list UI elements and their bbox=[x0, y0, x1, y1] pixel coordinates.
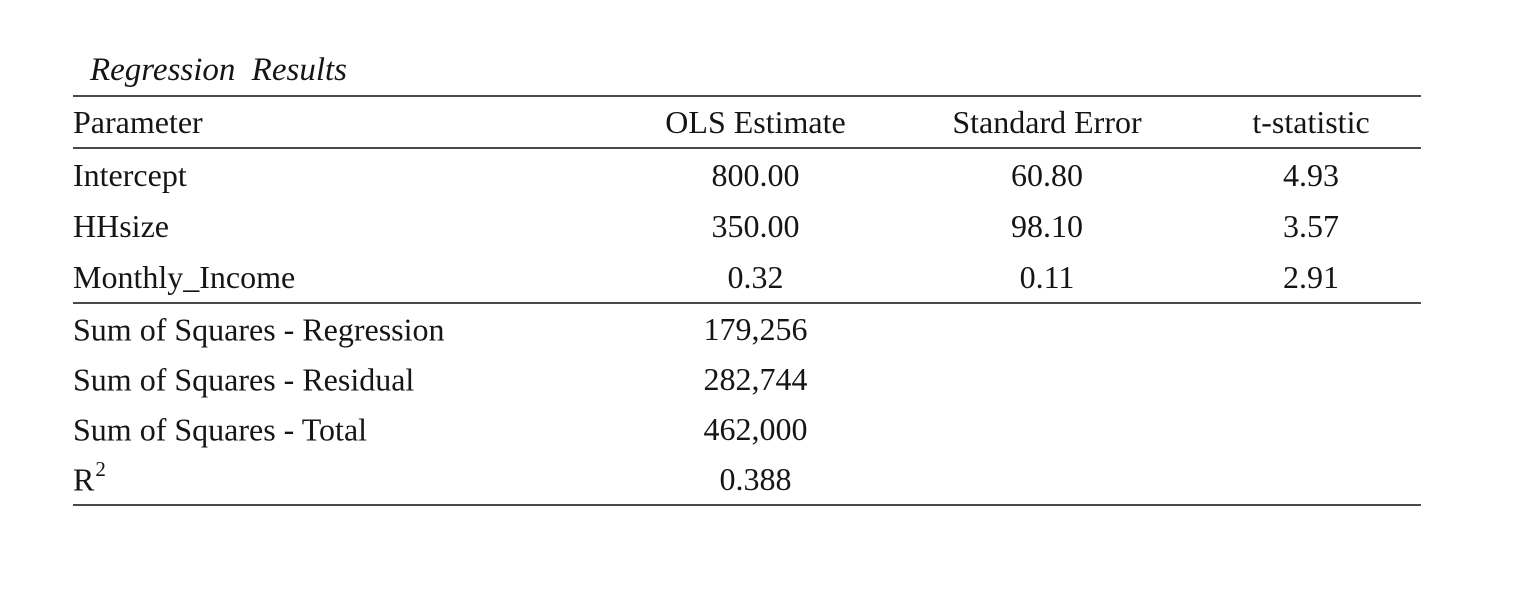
summary-label: R bbox=[73, 461, 95, 498]
summary-label-cell: Sum of Squares - Regression bbox=[73, 302, 618, 354]
empty-cell bbox=[893, 354, 1201, 404]
summary-label: Sum of Squares - Total bbox=[73, 411, 368, 448]
table-title: Regression Results bbox=[90, 52, 347, 88]
table-row-ss-regression: Sum of Squares - Regression 179,256 bbox=[73, 302, 1421, 354]
empty-cell bbox=[1201, 454, 1421, 505]
empty-cell bbox=[893, 302, 1201, 354]
table-row-monthly-income: Monthly_Income 0.32 0.11 2.91 bbox=[73, 251, 1421, 303]
empty-cell bbox=[893, 404, 1201, 454]
column-header-parameter: Parameter bbox=[73, 96, 618, 149]
column-header-t-statistic: t-statistic bbox=[1201, 96, 1421, 149]
param-name-cell: Intercept bbox=[73, 156, 187, 193]
regression-results-table: Parameter OLS Estimate Standard Error t-… bbox=[73, 95, 1421, 506]
stderr-cell: 98.10 bbox=[1011, 207, 1083, 244]
estimate-cell: 0.32 bbox=[727, 258, 784, 295]
tstat-cell: 3.57 bbox=[1283, 207, 1339, 244]
stderr-cell: 0.11 bbox=[1019, 258, 1075, 295]
empty-cell bbox=[1201, 404, 1421, 454]
summary-label-superscript: 2 bbox=[95, 457, 106, 482]
table-row-r-squared: R2 0.388 bbox=[73, 454, 1421, 505]
param-name-cell: HHsize bbox=[73, 207, 169, 244]
summary-label-cell: Sum of Squares - Residual bbox=[73, 354, 618, 404]
estimate-cell: 800.00 bbox=[711, 156, 800, 193]
coefficient-rows: Intercept 800.00 60.80 4.93 HHsize 350.0… bbox=[73, 148, 1421, 303]
empty-cell bbox=[893, 454, 1201, 505]
header-row: Parameter OLS Estimate Standard Error t-… bbox=[73, 96, 1421, 149]
empty-cell bbox=[1201, 302, 1421, 354]
table-row-ss-total: Sum of Squares - Total 462,000 bbox=[73, 404, 1421, 454]
stderr-cell: 60.80 bbox=[1011, 156, 1083, 193]
table-header: Parameter OLS Estimate Standard Error t-… bbox=[73, 96, 1421, 149]
tstat-cell: 2.91 bbox=[1283, 258, 1339, 295]
summary-value-cell: 282,744 bbox=[703, 361, 808, 397]
summary-label-cell: Sum of Squares - Total bbox=[73, 404, 618, 454]
summary-label: Sum of Squares - Regression bbox=[73, 311, 445, 348]
summary-value-cell: 462,000 bbox=[703, 411, 808, 447]
empty-cell bbox=[1201, 354, 1421, 404]
column-header-ols-estimate: OLS Estimate bbox=[618, 96, 893, 149]
param-name-cell: Monthly_Income bbox=[73, 258, 296, 295]
summary-label-cell: R2 bbox=[73, 454, 618, 505]
table-row-intercept: Intercept 800.00 60.80 4.93 bbox=[73, 148, 1421, 200]
summary-label: Sum of Squares - Residual bbox=[73, 361, 415, 398]
column-header-standard-error: Standard Error bbox=[893, 96, 1201, 149]
table-row-ss-residual: Sum of Squares - Residual 282,744 bbox=[73, 354, 1421, 404]
summary-value-cell: 179,256 bbox=[618, 302, 893, 354]
summary-rows: Sum of Squares - Regression 179,256 Sum … bbox=[73, 302, 1421, 505]
estimate-cell: 350.00 bbox=[711, 207, 800, 244]
table-row-hhsize: HHsize 350.00 98.10 3.57 bbox=[73, 200, 1421, 251]
tstat-cell: 4.93 bbox=[1283, 156, 1339, 193]
regression-results-section: Regression Results Parameter OLS Estimat… bbox=[73, 52, 1421, 506]
summary-value-cell: 0.388 bbox=[719, 461, 792, 497]
